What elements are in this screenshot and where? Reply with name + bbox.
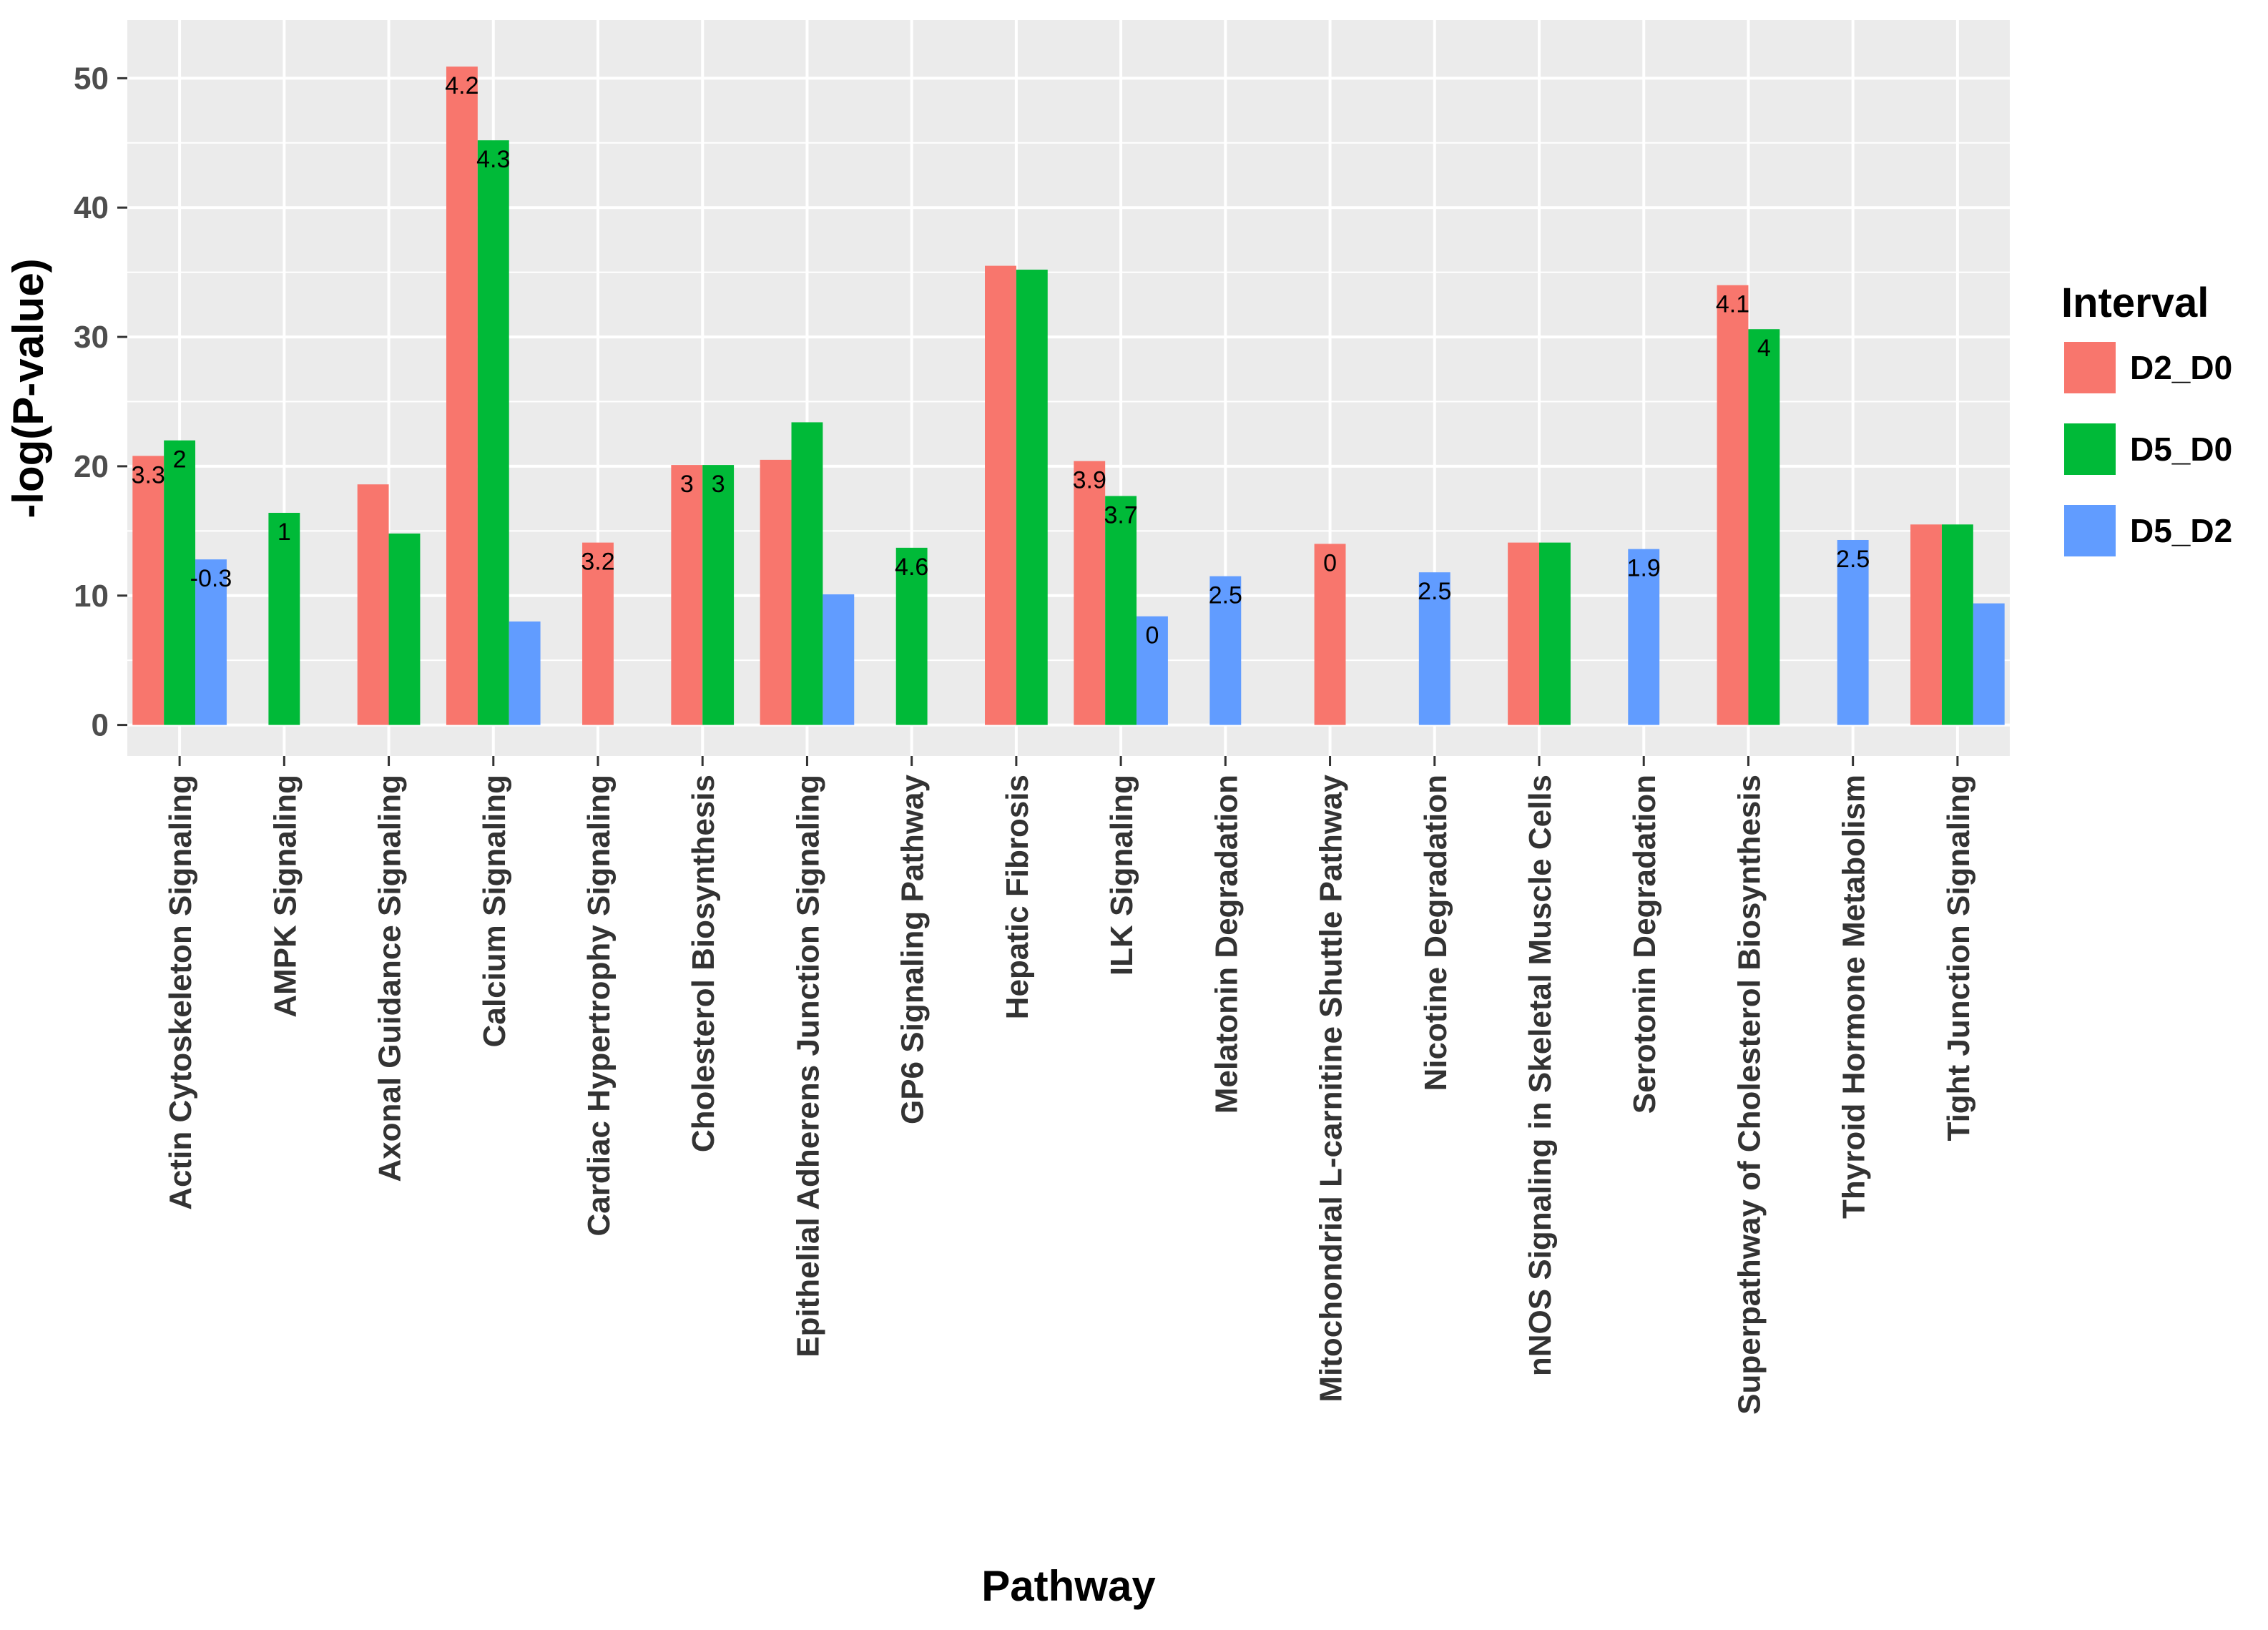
x-tick-label: Axonal Guidance Signaling bbox=[373, 775, 408, 1182]
data-labels: 3.3 2 -0.3 1 4.2 4.3 3.2 3 3 4.6 3.9 3.7 0 2.5 0 2.5 1.9… bbox=[132, 72, 1870, 649]
legend-item-label: D5_D0 bbox=[2130, 431, 2232, 468]
bar-data-label: 4.1 bbox=[1716, 291, 1749, 318]
bar-d2-d0 bbox=[582, 542, 614, 725]
bar-data-label: 4 bbox=[1757, 335, 1771, 362]
bar-d5-d0 bbox=[1941, 524, 1973, 725]
x-tick-label: Nicotine Degradation bbox=[1418, 775, 1453, 1091]
bar-d2-d0 bbox=[671, 465, 703, 725]
bar-data-label: 4.6 bbox=[895, 554, 928, 581]
bar-d5-d0 bbox=[268, 513, 300, 725]
bar-data-label: 3.3 bbox=[132, 461, 165, 488]
bar-d5-d2 bbox=[509, 621, 541, 725]
y-tick-label: 40 bbox=[74, 190, 109, 225]
x-tick-label: Cardiac Hypertrophy Signaling bbox=[581, 775, 617, 1236]
bar-d5-d0 bbox=[1016, 270, 1048, 725]
x-tick-label: Tight Junction Signaling bbox=[1941, 775, 1976, 1142]
x-tick-label: ILK Signaling bbox=[1104, 775, 1139, 976]
bar-d5-d0 bbox=[1105, 496, 1137, 725]
x-tick-label: Calcium Signaling bbox=[477, 775, 512, 1047]
x-axis: Actin Cytoskeleton Signaling AMPK Signali… bbox=[163, 756, 1976, 1415]
y-axis: 0 10 20 30 40 50 bbox=[74, 61, 127, 743]
legend-item-label: D2_D0 bbox=[2130, 349, 2232, 386]
bar-d5-d0 bbox=[1539, 542, 1571, 725]
y-tick-label: 30 bbox=[74, 320, 109, 355]
bar-data-label: 3.9 bbox=[1073, 467, 1106, 494]
bar-data-label: 1 bbox=[278, 519, 291, 546]
bar-d2-d0 bbox=[1508, 542, 1539, 725]
bars bbox=[132, 67, 2005, 725]
bar-data-label: 1.9 bbox=[1627, 555, 1661, 582]
bar-data-label: 2 bbox=[173, 446, 187, 473]
legend-swatch bbox=[2064, 505, 2116, 556]
bar-d5-d0 bbox=[895, 547, 928, 725]
bar-d2-d0 bbox=[1910, 524, 1942, 725]
bar-d5-d0 bbox=[702, 465, 735, 725]
bar-data-label: 3.2 bbox=[581, 549, 614, 576]
bar-d5-d0 bbox=[164, 440, 196, 725]
bar-d5-d2 bbox=[1209, 576, 1242, 725]
x-tick-label: Mitochondrial L-carnitine Shuttle Pathwa… bbox=[1314, 774, 1349, 1402]
bar-data-label: 0 bbox=[1323, 549, 1337, 576]
bar-data-label: -0.3 bbox=[190, 565, 232, 592]
x-axis-title: Pathway bbox=[981, 1562, 1156, 1610]
x-tick-label: Actin Cytoskeleton Signaling bbox=[163, 775, 198, 1210]
x-tick-label: nNOS Signaling in Skeletal Muscle Cells bbox=[1523, 775, 1558, 1376]
bar-data-label: 0 bbox=[1146, 622, 1159, 649]
legend-item-label: D5_D2 bbox=[2130, 512, 2232, 549]
x-tick-label: Melatonin Degradation bbox=[1209, 775, 1244, 1114]
bar-data-label: 4.2 bbox=[445, 72, 478, 99]
bar-data-label: 3 bbox=[712, 471, 725, 498]
bar-d5-d0 bbox=[388, 533, 421, 725]
bar-data-label: 3.7 bbox=[1104, 502, 1137, 529]
bar-d2-d0 bbox=[357, 484, 389, 725]
bar-d5-d0 bbox=[1748, 329, 1780, 725]
x-tick-label: Cholesterol Biosynthesis bbox=[686, 775, 721, 1152]
bar-d5-d2 bbox=[195, 559, 227, 725]
bar-d5-d0 bbox=[477, 140, 509, 725]
x-tick-label: GP6 Signaling Pathway bbox=[895, 774, 931, 1124]
x-tick-label: Epithelial Adherens Junction Signaling bbox=[790, 775, 825, 1357]
bar-d2-d0 bbox=[1717, 285, 1749, 725]
y-tick-label: 20 bbox=[74, 449, 109, 484]
bar-d2-d0 bbox=[985, 265, 1016, 725]
bar-d5-d2 bbox=[1837, 539, 1869, 725]
x-tick-label: Hepatic Fibrosis bbox=[1000, 775, 1035, 1019]
bar-data-label: 4.3 bbox=[476, 146, 510, 173]
bar-d2-d0 bbox=[1314, 544, 1346, 725]
bar-data-label: 2.5 bbox=[1418, 578, 1451, 605]
y-tick-label: 50 bbox=[74, 61, 109, 96]
legend: Interval D2_D0 D5_D0 D5_D2 bbox=[2061, 280, 2232, 556]
legend-swatch bbox=[2064, 342, 2116, 393]
bar-d2-d0 bbox=[1074, 461, 1106, 725]
bar-data-label: 3 bbox=[680, 471, 694, 498]
bar-d5-d2 bbox=[1137, 616, 1168, 725]
bar-data-label: 2.5 bbox=[1209, 582, 1242, 609]
x-tick-label: Serotonin Degradation bbox=[1627, 775, 1662, 1114]
bar-data-label: 2.5 bbox=[1836, 546, 1870, 573]
bar-d2-d0 bbox=[132, 456, 165, 725]
x-tick-label: Superpathway of Cholesterol Biosynthesis bbox=[1732, 775, 1767, 1415]
bar-d5-d0 bbox=[791, 422, 823, 725]
legend-title: Interval bbox=[2061, 280, 2209, 326]
y-tick-label: 10 bbox=[74, 579, 109, 614]
y-tick-label: 0 bbox=[92, 708, 109, 743]
bar-d5-d2 bbox=[823, 594, 855, 725]
bar-d5-d2 bbox=[1628, 549, 1660, 725]
y-axis-title: -log(P-value) bbox=[4, 258, 52, 518]
bar-d2-d0 bbox=[760, 459, 792, 725]
bar-d5-d2 bbox=[1973, 603, 2005, 725]
x-tick-label: Thyroid Hormone Metabolism bbox=[1837, 775, 1872, 1219]
bar-d5-d2 bbox=[1418, 572, 1450, 725]
bar-d2-d0 bbox=[446, 67, 478, 725]
x-tick-label: AMPK Signaling bbox=[267, 775, 303, 1018]
legend-swatch bbox=[2064, 423, 2116, 475]
